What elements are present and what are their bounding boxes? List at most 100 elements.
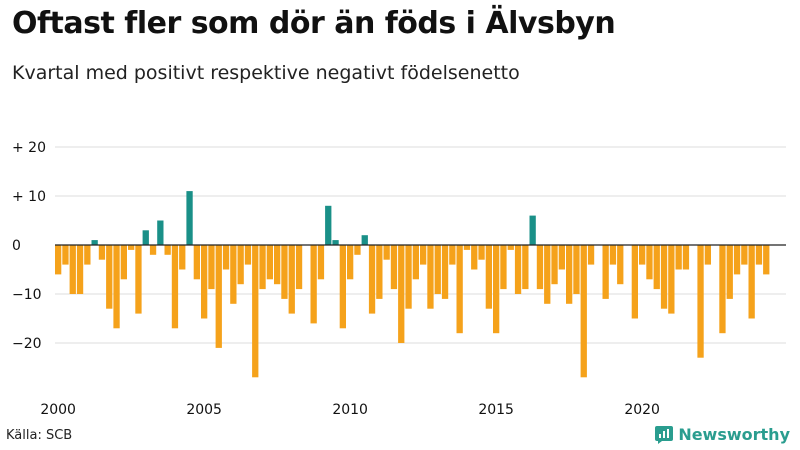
- bar: [493, 245, 500, 334]
- bar: [69, 245, 76, 294]
- brand-name: Newsworthy: [678, 425, 790, 444]
- bar: [274, 245, 281, 285]
- bar: [441, 245, 449, 299]
- bar: [763, 245, 770, 275]
- bar: [580, 245, 587, 378]
- bar: [295, 245, 303, 290]
- bar: [558, 245, 565, 270]
- bar: [222, 245, 230, 270]
- bar: [653, 245, 660, 290]
- bar: [244, 245, 252, 265]
- bar: [76, 245, 84, 294]
- bar: [434, 245, 441, 294]
- bar: [354, 245, 361, 255]
- bar: [536, 245, 544, 290]
- bar: [631, 245, 638, 319]
- bar: [186, 191, 193, 245]
- bar: [55, 245, 62, 275]
- y-tick-label: + 20: [12, 140, 46, 156]
- bar: [748, 245, 755, 319]
- bar: [587, 245, 595, 265]
- bar: [215, 245, 222, 348]
- chart-subtitle: Kvartal med positivt respektive negativt…: [12, 62, 520, 84]
- bar: [646, 245, 653, 280]
- bar: [120, 245, 127, 280]
- bar: [449, 245, 456, 265]
- x-tick-label: 2000: [40, 402, 76, 418]
- bar: [573, 245, 580, 294]
- x-tick-label: 2015: [478, 402, 514, 418]
- bar: [544, 245, 551, 304]
- bar: [755, 245, 763, 265]
- bar: [529, 215, 536, 245]
- bar: [478, 245, 485, 260]
- bar: [390, 245, 398, 290]
- bar: [339, 245, 346, 329]
- bar: [507, 245, 514, 250]
- bar: [142, 230, 149, 245]
- bar: [376, 245, 383, 299]
- bar: [361, 235, 368, 245]
- bar: [106, 245, 113, 309]
- bar: [113, 245, 120, 329]
- y-tick-label: 0: [12, 238, 21, 254]
- bar: [171, 245, 179, 329]
- x-tick-label: 2005: [186, 402, 222, 418]
- source-note: Källa: SCB: [6, 428, 73, 443]
- bar: [463, 245, 471, 250]
- bar: [266, 245, 273, 280]
- bar: [412, 245, 419, 280]
- bar: [405, 245, 412, 309]
- brand-logo: Newsworthy: [655, 425, 790, 444]
- bar: [317, 245, 325, 280]
- bar: [500, 245, 507, 290]
- bar: [733, 245, 741, 275]
- bar: [179, 245, 186, 270]
- bar: [420, 245, 427, 265]
- bar: [193, 245, 200, 280]
- bar: [325, 205, 332, 245]
- bar: [675, 245, 682, 270]
- chart-title: Oftast fler som dör än föds i Älvsbyn: [12, 6, 616, 41]
- x-tick-label: 2010: [332, 402, 368, 418]
- bar: [602, 245, 609, 299]
- bar: [208, 245, 215, 290]
- bar: [347, 245, 354, 280]
- newsworthy-logo-icon: [655, 425, 674, 444]
- bar: [84, 245, 91, 265]
- bar: [135, 245, 142, 314]
- bar: [551, 245, 558, 285]
- bar: [288, 245, 295, 314]
- bar: [201, 245, 208, 319]
- x-tick-label: 2020: [624, 402, 660, 418]
- bar: [164, 245, 171, 255]
- bar: [383, 245, 390, 260]
- bar: [398, 245, 405, 343]
- bar: [332, 240, 339, 245]
- bar: [617, 245, 624, 285]
- bar: [609, 245, 617, 265]
- bar: [252, 245, 259, 378]
- bar: [514, 245, 522, 294]
- bar: [697, 245, 704, 358]
- bar: [368, 245, 376, 314]
- bar: [668, 245, 675, 314]
- bar: [719, 245, 726, 334]
- bar: [128, 245, 135, 250]
- y-tick-label: + 10: [12, 189, 46, 205]
- bar: [682, 245, 690, 270]
- bar: [485, 245, 492, 309]
- bar: [456, 245, 463, 334]
- y-tick-label: −10: [12, 287, 42, 303]
- bar: [98, 245, 106, 260]
- bar: [741, 245, 748, 265]
- bar: [157, 220, 164, 245]
- bar: [259, 245, 266, 290]
- bar: [281, 245, 288, 299]
- y-tick-label: −20: [12, 336, 42, 352]
- bar: [62, 245, 69, 265]
- bar: [566, 245, 573, 304]
- bar: [471, 245, 478, 270]
- bar: [230, 245, 237, 304]
